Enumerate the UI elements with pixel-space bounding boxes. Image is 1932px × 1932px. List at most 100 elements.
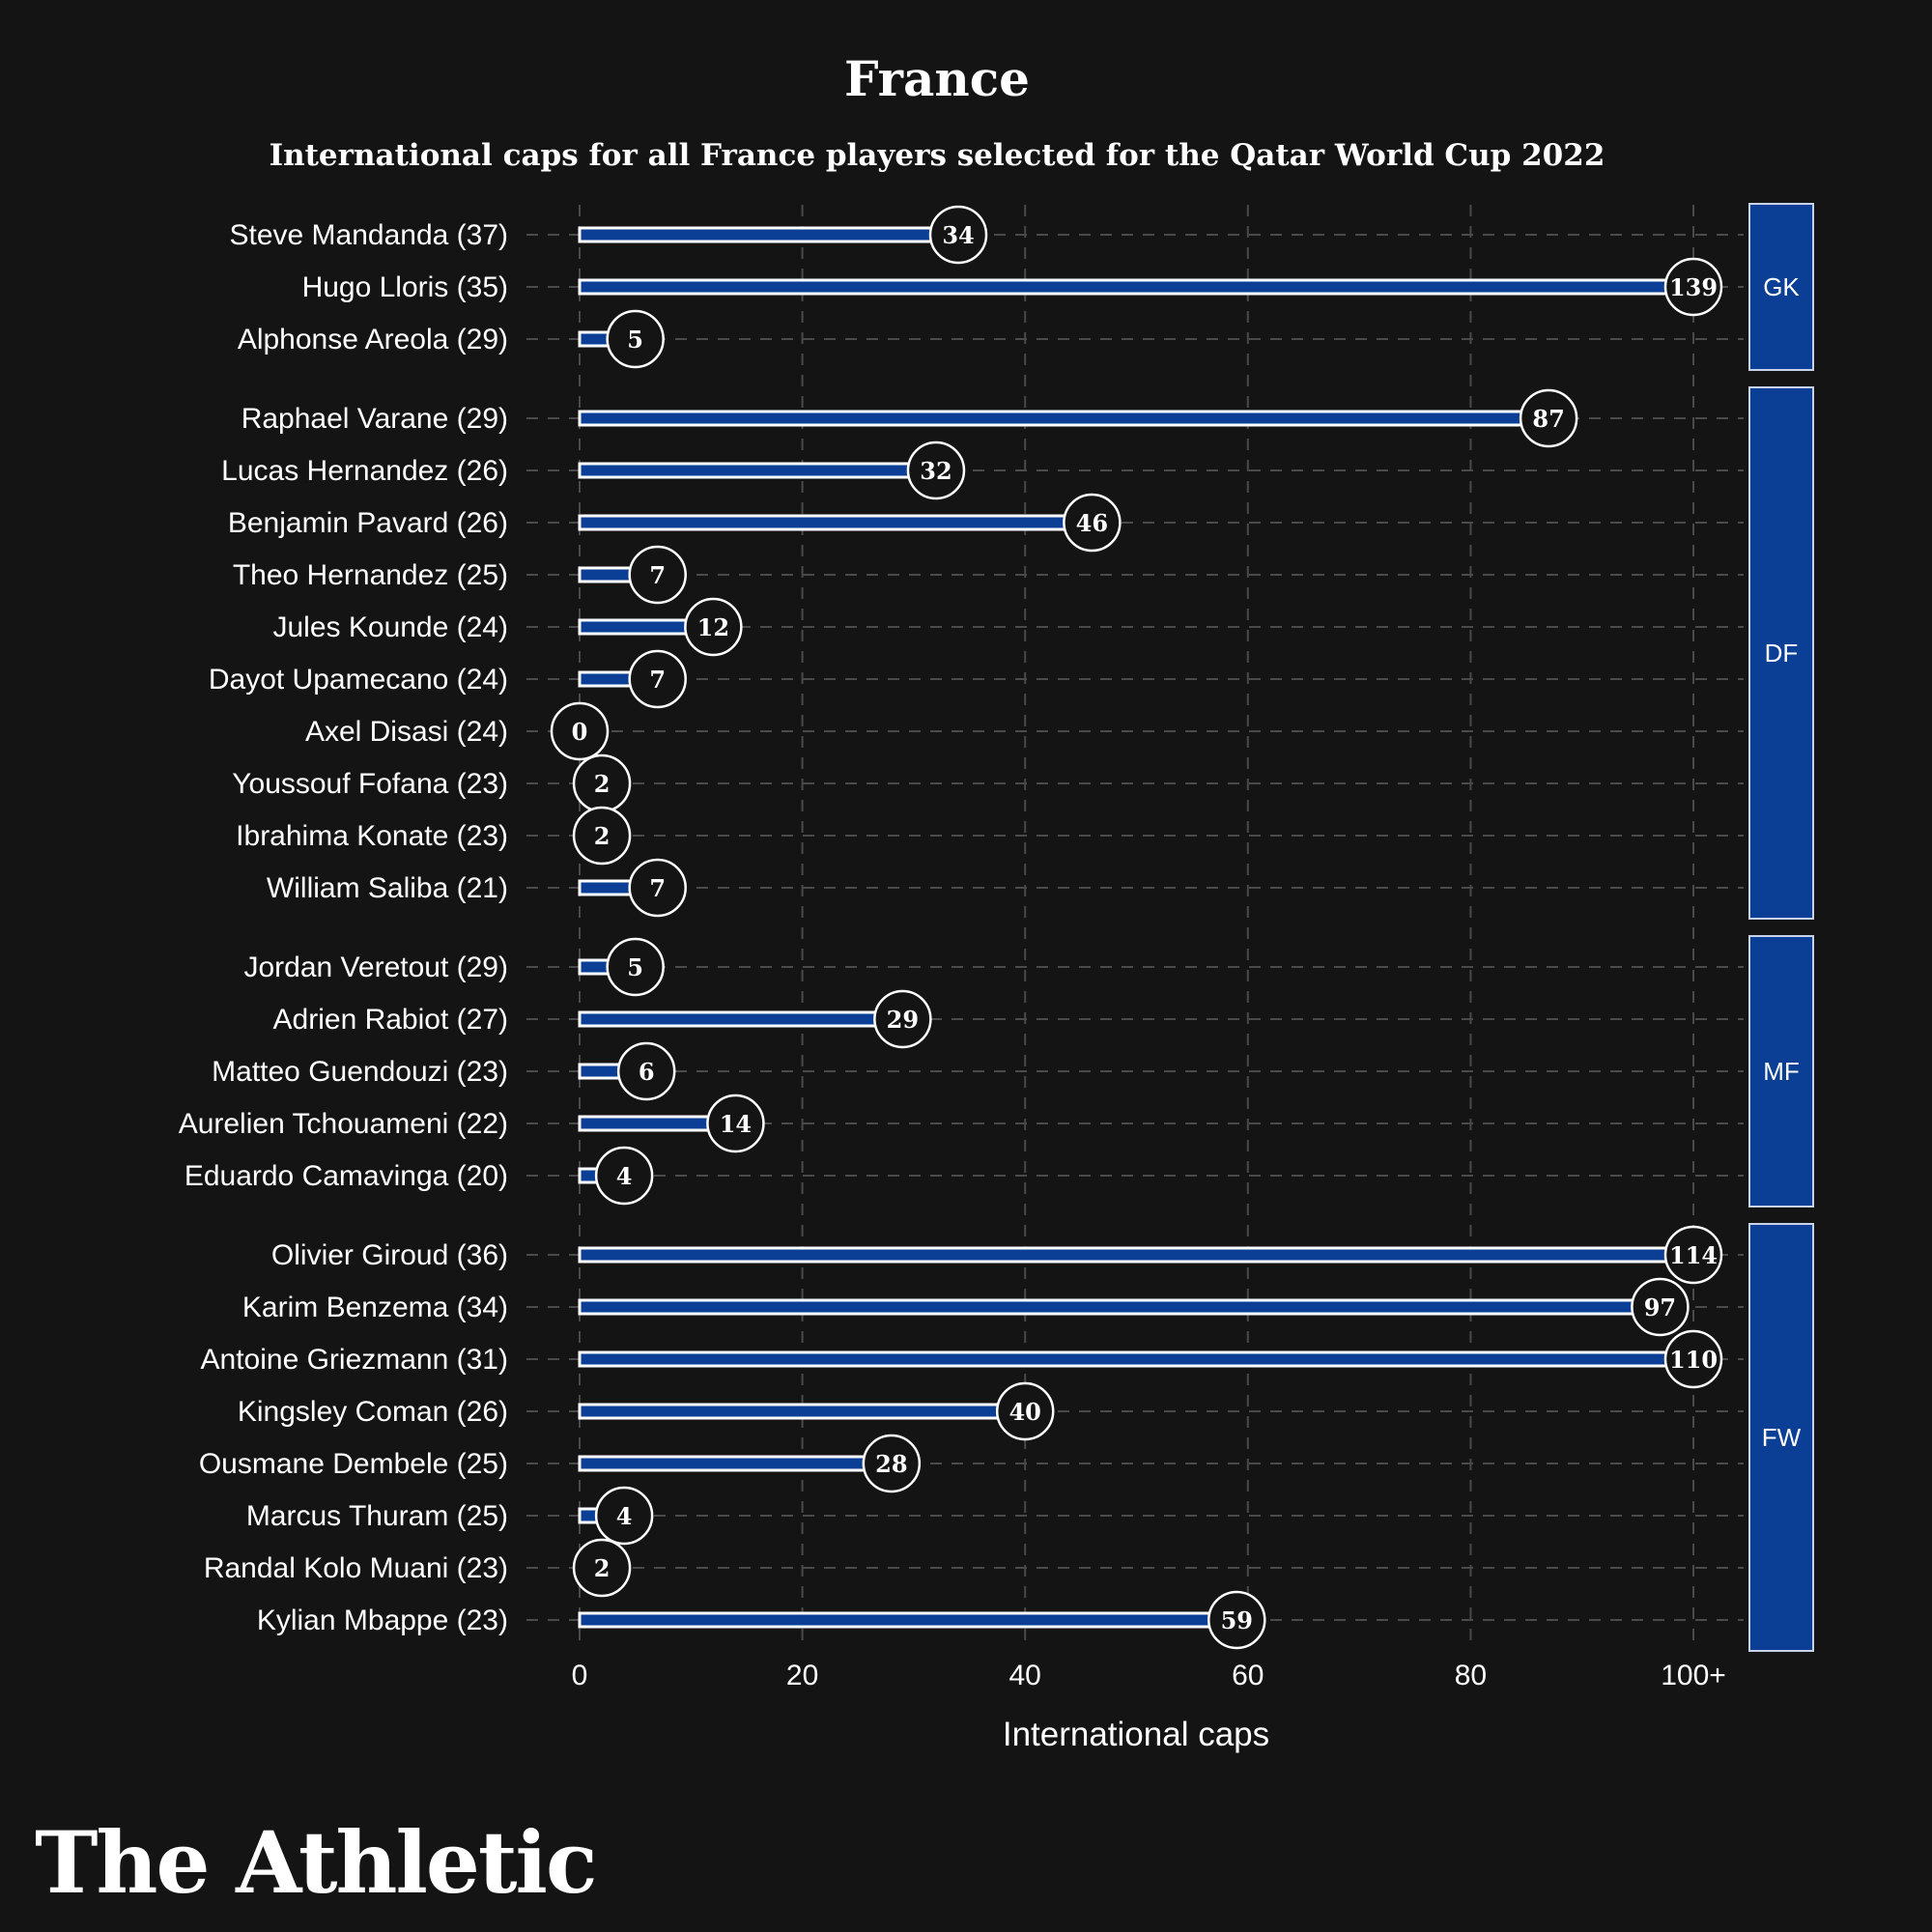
value-badge xyxy=(862,1434,922,1493)
data-label: 28 xyxy=(875,1450,907,1478)
data-label: 12 xyxy=(697,613,729,641)
player-name: Ousmane Dembele (25) xyxy=(199,1448,508,1480)
player-name: Ibrahima Konate (23) xyxy=(236,820,508,852)
bar xyxy=(578,1246,1695,1264)
data-label: 2 xyxy=(594,1554,611,1582)
player-name: Aurelien Tchouameni (22) xyxy=(179,1108,508,1140)
player-name: William Saliba (21) xyxy=(267,872,508,904)
player-name: Olivier Giroud (36) xyxy=(271,1239,508,1271)
value-badge xyxy=(1663,257,1723,317)
player-name: Kylian Mbappe (23) xyxy=(257,1605,508,1636)
value-badge xyxy=(1663,1225,1723,1285)
value-badge xyxy=(1663,1329,1723,1389)
data-label: 110 xyxy=(1669,1346,1718,1374)
data-label: 40 xyxy=(1009,1398,1040,1426)
data-label: 2 xyxy=(594,770,611,798)
player-name: Matteo Guendouzi (23) xyxy=(212,1056,508,1088)
x-tick-label: 0 xyxy=(572,1660,588,1691)
value-badge xyxy=(1208,1590,1266,1650)
data-label: 0 xyxy=(572,718,588,746)
value-badge xyxy=(1519,388,1578,448)
data-label: 4 xyxy=(616,1502,633,1530)
x-tick-label: 100+ xyxy=(1661,1660,1726,1691)
value-badge xyxy=(928,205,988,265)
x-axis-label: International caps xyxy=(1003,1716,1269,1753)
data-label: 29 xyxy=(887,1006,919,1034)
bar xyxy=(578,462,938,479)
data-label: 32 xyxy=(920,457,952,485)
bar xyxy=(578,1455,894,1472)
data-label: 97 xyxy=(1644,1293,1676,1321)
bar xyxy=(578,1298,1662,1316)
value-badge xyxy=(1631,1277,1690,1337)
data-label: 7 xyxy=(649,874,666,902)
chart-title: France xyxy=(844,50,1030,107)
player-name: Kingsley Coman (26) xyxy=(238,1396,508,1428)
value-badge xyxy=(594,1486,654,1546)
player-name: Theo Hernandez (25) xyxy=(233,559,508,591)
bar xyxy=(578,410,1550,427)
bar xyxy=(578,1350,1695,1368)
player-name: Adrien Rabiot (27) xyxy=(273,1004,508,1036)
value-badge xyxy=(572,806,632,866)
value-badge xyxy=(572,1538,632,1598)
bar xyxy=(578,1010,904,1028)
group-label: GK xyxy=(1763,272,1800,301)
data-label: 7 xyxy=(649,561,666,589)
data-label: 5 xyxy=(627,953,643,981)
player-name: Antoine Griezmann (31) xyxy=(201,1344,509,1376)
value-badge xyxy=(628,545,687,605)
value-badge xyxy=(594,1146,654,1206)
group-box xyxy=(1748,935,1814,1208)
group-label: FW xyxy=(1762,1423,1802,1452)
group-label: DF xyxy=(1765,639,1799,668)
player-name: Eduardo Camavinga (20) xyxy=(185,1160,508,1192)
bar xyxy=(578,278,1695,296)
value-badge xyxy=(550,701,610,761)
value-badge xyxy=(1063,493,1122,553)
brand-logo: The Athletic xyxy=(35,1812,598,1913)
player-name: Lucas Hernandez (26) xyxy=(221,455,508,487)
data-label: 6 xyxy=(639,1058,655,1086)
player-name: Marcus Thuram (25) xyxy=(246,1500,508,1532)
player-name: Hugo Lloris (35) xyxy=(302,271,508,303)
player-name: Youssouf Fofana (23) xyxy=(232,768,508,800)
data-label: 114 xyxy=(1669,1241,1718,1269)
player-name: Alphonse Areola (29) xyxy=(238,324,508,355)
bar xyxy=(578,226,960,243)
value-badge xyxy=(706,1094,765,1153)
value-badge xyxy=(873,989,932,1049)
group-box xyxy=(1748,386,1814,920)
value-badge xyxy=(616,1041,676,1101)
x-tick-label: 60 xyxy=(1232,1660,1264,1691)
player-name: Raphael Varane (29) xyxy=(242,403,508,435)
value-badge xyxy=(906,440,966,500)
x-tick-label: 40 xyxy=(1009,1660,1041,1691)
group-label: MF xyxy=(1763,1057,1800,1086)
value-badge xyxy=(606,937,665,997)
data-label: 34 xyxy=(942,221,974,249)
data-label: 7 xyxy=(649,666,666,694)
data-label: 139 xyxy=(1669,273,1718,301)
player-name: Randal Kolo Muani (23) xyxy=(204,1552,508,1584)
chart-subtitle: International caps for all France player… xyxy=(269,138,1605,173)
data-label: 46 xyxy=(1076,509,1108,537)
player-name: Axel Disasi (24) xyxy=(305,716,508,748)
data-label: 59 xyxy=(1221,1606,1253,1634)
x-tick-label: 20 xyxy=(786,1660,818,1691)
value-badge xyxy=(684,597,743,657)
data-label: 4 xyxy=(616,1162,633,1190)
bar xyxy=(578,514,1094,531)
player-name: Benjamin Pavard (26) xyxy=(228,507,508,539)
player-name: Karim Benzema (34) xyxy=(242,1292,508,1323)
value-badge xyxy=(995,1381,1055,1441)
data-label: 14 xyxy=(720,1110,752,1138)
bar xyxy=(578,1611,1238,1629)
value-badge xyxy=(628,858,687,918)
group-box xyxy=(1748,1223,1814,1652)
group-box xyxy=(1748,203,1814,371)
data-label: 2 xyxy=(594,822,611,850)
data-label: 87 xyxy=(1532,405,1564,433)
player-name: Jordan Veretout (29) xyxy=(243,952,508,983)
